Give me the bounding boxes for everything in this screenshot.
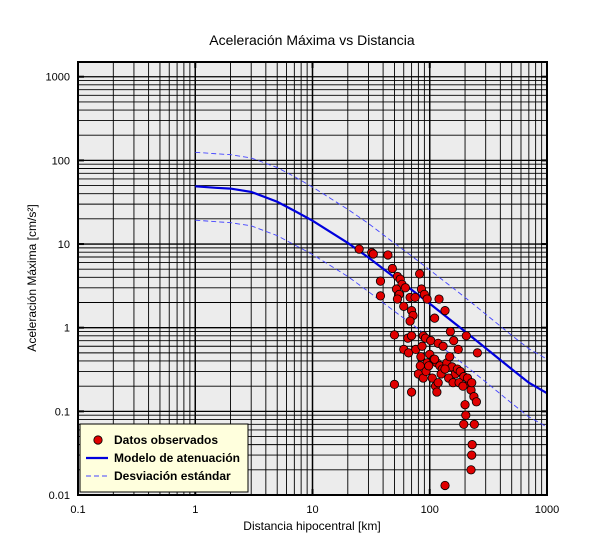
y-tick-label: 1000	[46, 72, 70, 84]
data-point	[449, 336, 459, 346]
legend-label: Datos observados	[114, 433, 218, 447]
x-tick-label: 100	[421, 504, 439, 516]
x-tick-label: 1000	[535, 504, 559, 516]
data-point	[460, 400, 470, 410]
data-point	[424, 361, 434, 371]
data-point	[429, 313, 440, 323]
data-point	[417, 341, 427, 351]
x-axis-label: Distancia hipocentral [km]	[243, 519, 380, 533]
data-point	[471, 397, 482, 407]
y-axis-label: Aceleración Máxima [cm/s²]	[25, 204, 39, 351]
std-deviation-line	[195, 219, 548, 428]
data-point	[458, 381, 468, 391]
data-point	[405, 316, 415, 326]
y-tick-label: 1	[64, 323, 70, 335]
data-point	[415, 269, 425, 279]
data-point	[469, 419, 479, 429]
data-point	[434, 294, 444, 304]
x-tick-label: 10	[306, 504, 318, 516]
data-point	[406, 331, 417, 341]
data-point	[467, 378, 477, 388]
legend-label: Modelo de atenuación	[114, 451, 240, 465]
data-point	[399, 301, 409, 311]
data-point	[406, 387, 417, 397]
data-point	[433, 378, 443, 388]
x-tick-label: 1	[192, 504, 198, 516]
data-point	[440, 480, 450, 491]
data-point	[392, 294, 403, 304]
legend: Datos observados Modelo de atenuación Desv…	[79, 423, 249, 493]
y-tick-label: 0.1	[55, 406, 70, 418]
plot-frame	[77, 61, 548, 496]
data-point	[440, 364, 450, 374]
data-point	[467, 440, 477, 450]
data-point	[387, 263, 397, 274]
data-point	[389, 330, 400, 340]
data-point	[422, 294, 432, 304]
legend-marker-circle	[93, 435, 103, 445]
data-point	[354, 244, 364, 254]
data-point	[400, 283, 411, 293]
data-point	[461, 331, 471, 341]
data-point	[472, 348, 483, 358]
x-tick-label: 0.1	[70, 504, 85, 516]
data-point	[461, 410, 471, 420]
data-point	[459, 419, 469, 429]
data-point	[427, 373, 437, 383]
y-tick-label: 10	[58, 239, 70, 251]
attenuation-model-line	[195, 185, 548, 395]
data-point	[467, 450, 477, 460]
y-tick-label: 100	[52, 155, 70, 167]
data-point	[453, 344, 463, 355]
data-point	[432, 387, 442, 397]
data-point	[375, 276, 386, 286]
data-point	[368, 249, 378, 259]
std-deviation-line	[195, 151, 548, 360]
data-point	[429, 354, 440, 364]
data-point	[445, 352, 455, 362]
chart-title: Aceleración Máxima vs Distancia	[209, 32, 415, 48]
data-point	[445, 326, 455, 337]
data-point	[440, 306, 450, 316]
data-point	[438, 341, 448, 351]
data-series	[195, 151, 548, 491]
data-point	[375, 291, 386, 301]
legend-label: Desviación estándar	[114, 469, 231, 483]
data-point	[410, 292, 420, 303]
data-point	[466, 465, 476, 475]
y-tick-label: 0.01	[49, 490, 70, 502]
data-point	[416, 352, 426, 362]
data-point	[389, 379, 400, 389]
data-point	[383, 250, 393, 260]
